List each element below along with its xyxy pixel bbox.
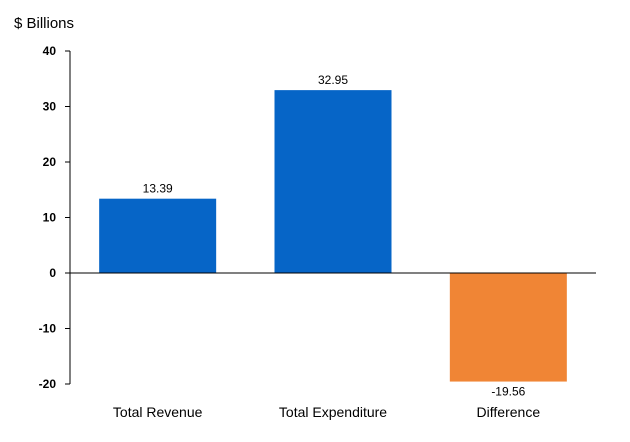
y-tick-label: 40	[43, 44, 57, 58]
x-tick-label: Total Expenditure	[279, 404, 387, 420]
value-labels-group: 13.39 32.95 -19.56	[143, 73, 526, 398]
y-tick-label: 30	[43, 100, 57, 114]
y-tick-label: 20	[43, 155, 57, 169]
x-tick-label: Difference	[477, 404, 541, 420]
bar-total-expenditure	[274, 90, 392, 273]
bars-group	[99, 90, 567, 382]
bar-total-revenue	[99, 198, 217, 273]
data-label: 13.39	[143, 182, 173, 196]
y-axis: 40 30 20 10 0 -10 -20	[39, 44, 71, 391]
data-label: -19.56	[491, 385, 525, 399]
data-label: 32.95	[318, 73, 348, 87]
y-tick-label: -20	[39, 377, 57, 391]
bar-difference	[449, 273, 567, 382]
x-tick-labels-group: Total Revenue Total Expenditure Difference	[113, 404, 540, 420]
x-tick-label: Total Revenue	[113, 404, 203, 420]
y-tick-label: 10	[43, 211, 57, 225]
y-tick-label: -10	[39, 322, 57, 336]
y-tick-label: 0	[49, 266, 56, 280]
y-axis-label: $ Billions	[14, 15, 74, 32]
